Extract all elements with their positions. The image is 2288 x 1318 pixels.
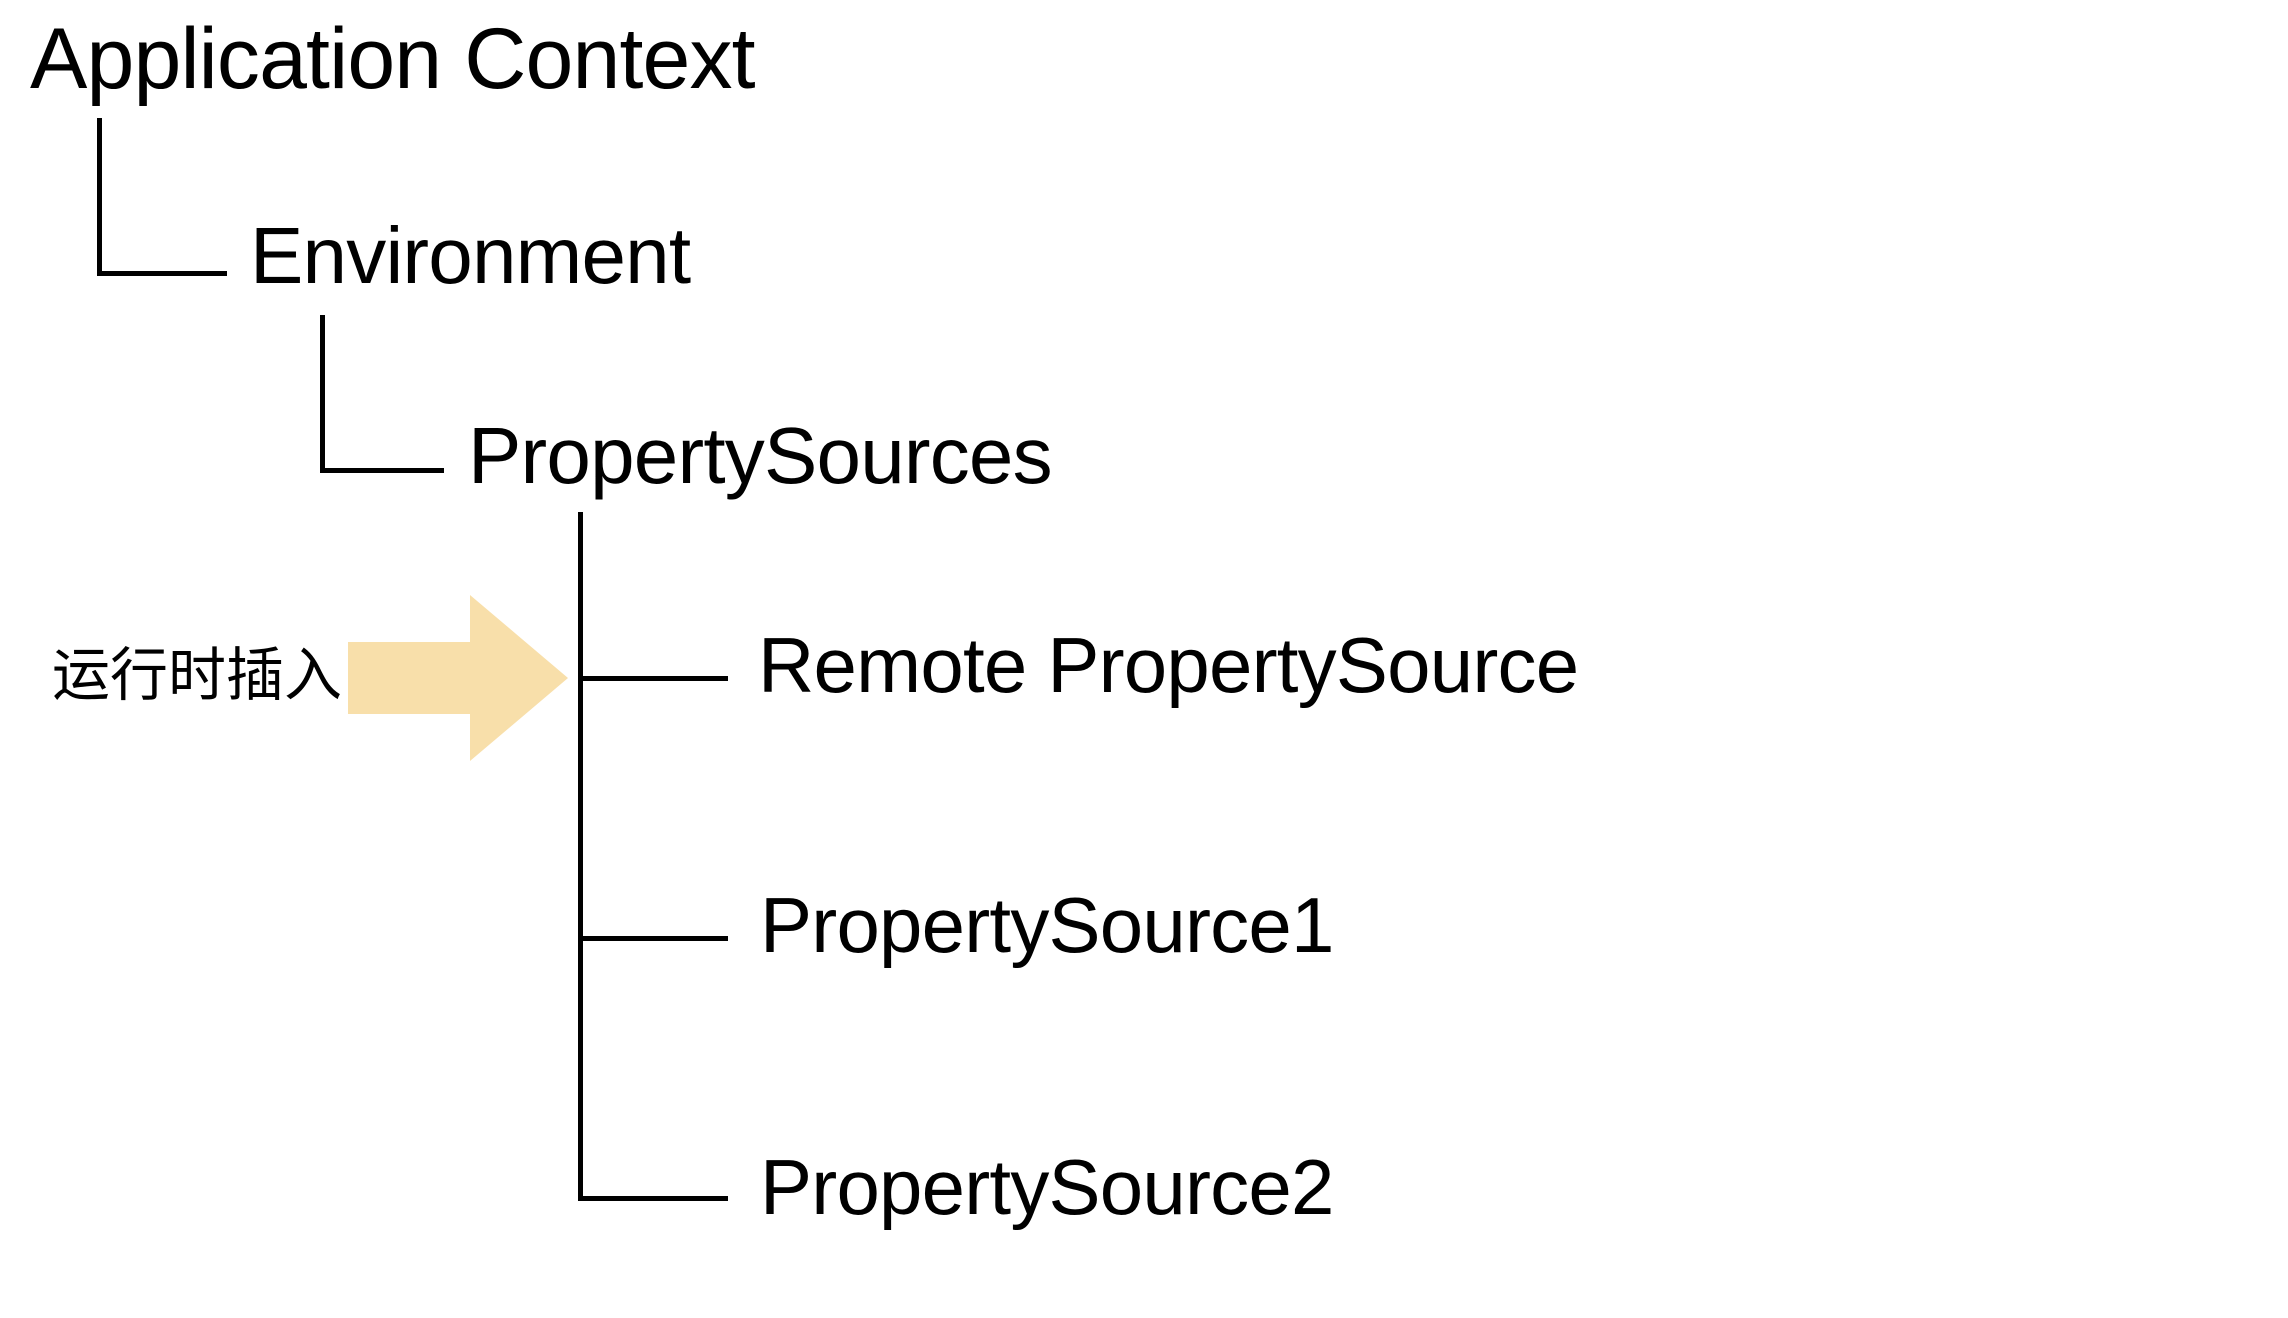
arrow-label-runtime-insert: 运行时插入	[52, 628, 342, 712]
connector-psrc-ps1-horizontal	[578, 936, 728, 941]
connector-root-env-horizontal	[97, 271, 227, 276]
node-application-context: Application Context	[30, 10, 755, 109]
node-environment: Environment	[250, 210, 690, 302]
node-property-sources: PropertySources	[468, 410, 1052, 502]
connector-psrc-children-vertical	[578, 512, 583, 1200]
connector-root-env-vertical	[97, 118, 102, 276]
connector-psrc-remote-horizontal	[578, 676, 728, 681]
arrow-icon	[348, 590, 568, 766]
connector-env-psrc-horizontal	[320, 468, 444, 473]
node-remote-property-source: Remote PropertySource	[758, 620, 1578, 711]
node-property-source-2: PropertySource2	[760, 1142, 1334, 1233]
connector-env-psrc-vertical	[320, 315, 325, 473]
connector-psrc-ps2-horizontal	[578, 1196, 728, 1201]
node-property-source-1: PropertySource1	[760, 880, 1334, 971]
